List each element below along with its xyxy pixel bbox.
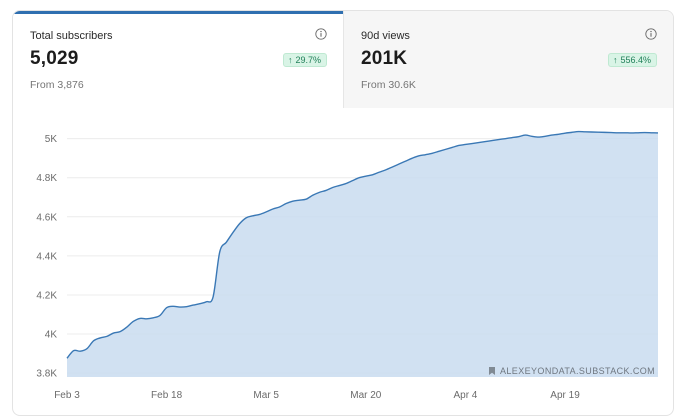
y-tick-label: 4.8K xyxy=(36,173,57,184)
arrow-up-icon: ↑ xyxy=(287,54,293,65)
total-subscribers-tab[interactable]: Total subscribers 5,029 ↑ 29.7% From 3,8… xyxy=(13,11,343,108)
y-tick-label: 4.2K xyxy=(36,290,57,301)
arrow-up-icon: ↑ xyxy=(612,54,618,65)
y-tick-label: 5K xyxy=(45,134,58,145)
x-tick-label: Apr 19 xyxy=(550,390,580,401)
subscribers-change-badge: ↑ 29.7% xyxy=(282,53,327,67)
bookmark-icon xyxy=(489,367,495,375)
chart-svg: 3.8K 4K 4.2K 4.4K 4.6K 4.8K 5K Feb 3 Feb 18 Mar … xyxy=(36,130,659,401)
stats-row: Total subscribers 5,029 ↑ 29.7% From 3,8… xyxy=(13,11,673,108)
watermark-text: ALEXEYONDATA.SUBSTACK.COM xyxy=(500,366,655,376)
x-tick-label: Mar 5 xyxy=(253,390,279,401)
series-area xyxy=(67,131,658,377)
subscribers-change-value: 29.7% xyxy=(295,55,321,65)
y-tick-label: 3.8K xyxy=(36,369,57,380)
subscriber-stats-card: Total subscribers 5,029 ↑ 29.7% From 3,8… xyxy=(12,10,674,416)
active-tab-indicator xyxy=(13,11,343,14)
y-tick-label: 4.6K xyxy=(36,212,57,223)
y-tick-label: 4K xyxy=(45,330,58,341)
series-line xyxy=(66,130,659,359)
x-tick-label: Apr 4 xyxy=(453,390,477,401)
watermark: ALEXEYONDATA.SUBSTACK.COM xyxy=(489,366,655,376)
info-icon[interactable] xyxy=(315,28,327,40)
views-90d-value: 201K xyxy=(361,48,408,69)
x-axis-ticks: Feb 3 Feb 18 Mar 5 Mar 20 Apr 4 Apr 19 xyxy=(54,390,580,401)
subscribers-previous-value: From 3,876 xyxy=(30,79,84,91)
views-90d-tab[interactable]: 90d views 201K ↑ 556.4% From 30.6K xyxy=(343,11,673,108)
views-change-badge: ↑ 556.4% xyxy=(607,53,657,67)
y-tick-label: 4.4K xyxy=(36,251,57,262)
x-tick-label: Feb 18 xyxy=(151,390,183,401)
total-subscribers-value: 5,029 xyxy=(30,48,79,69)
views-change-value: 556.4% xyxy=(620,55,651,65)
total-subscribers-label: Total subscribers xyxy=(30,30,113,42)
y-axis-ticks: 3.8K 4K 4.2K 4.4K 4.6K 4.8K 5K xyxy=(36,134,57,379)
views-previous-value: From 30.6K xyxy=(361,79,416,91)
info-icon[interactable] xyxy=(645,28,657,40)
x-tick-label: Mar 20 xyxy=(350,390,382,401)
x-tick-label: Feb 3 xyxy=(54,390,80,401)
subscribers-chart: 3.8K 4K 4.2K 4.4K 4.6K 4.8K 5K Feb 3 Feb 18 Mar … xyxy=(13,108,673,415)
views-90d-label: 90d views xyxy=(361,30,410,42)
